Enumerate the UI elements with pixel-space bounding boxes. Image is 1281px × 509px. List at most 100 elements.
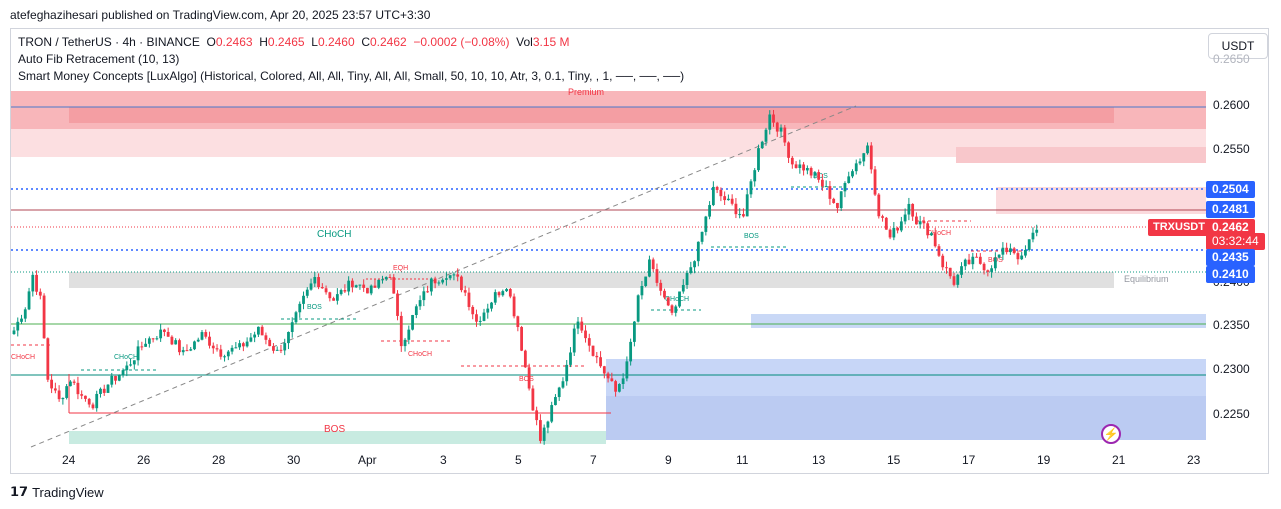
candle-body [490, 302, 493, 309]
candle-body [399, 315, 403, 347]
candle-body [335, 294, 339, 301]
y-tick-2550: 0.2550 [1213, 142, 1250, 156]
candle-body [896, 227, 899, 231]
candle-body [768, 114, 772, 130]
candle-body [23, 309, 27, 319]
y-tick-2650: 0.2650 [1213, 52, 1250, 66]
candle-body [839, 191, 843, 209]
symbol-tag: TRXUSDT [1148, 219, 1210, 236]
candle-body [580, 321, 584, 331]
candle-body [106, 384, 110, 393]
vol-value: 3.15 M [532, 35, 570, 49]
label-choch-2: CHoCH [408, 351, 432, 358]
label-choch-big: CHoCH [317, 229, 351, 240]
candle-body [362, 284, 366, 288]
candle-body [456, 274, 460, 277]
chart-canvas[interactable]: CHoCH CHoCH BOS CHoCH BOS CHoCH BOS BOS … [11, 29, 1270, 475]
candle-body [226, 351, 230, 357]
candle-body [1024, 249, 1027, 256]
candle-body [674, 306, 678, 313]
candle-body [414, 306, 418, 316]
candle-body [151, 338, 155, 340]
candle-body [629, 341, 633, 362]
candle-body [471, 306, 475, 315]
candle-body [685, 273, 689, 285]
x-tick-13: 13 [812, 453, 826, 467]
candle-body [584, 330, 587, 339]
currency-button[interactable]: USDT [1208, 33, 1268, 59]
candle-body [174, 340, 178, 345]
label-choch-3: CHoCH [665, 296, 689, 303]
candle-body [523, 350, 527, 368]
candle-body [663, 290, 666, 298]
chart-frame[interactable]: CHoCH CHoCH BOS CHoCH BOS CHoCH BOS BOS … [10, 28, 1269, 474]
candle-body [648, 259, 651, 277]
candle-body [320, 287, 324, 289]
candle-body [114, 375, 117, 381]
candle-body [407, 329, 411, 340]
candle-body [381, 279, 384, 281]
candle-body [926, 223, 930, 236]
candle-body [219, 349, 223, 357]
label-eqh: EQH [393, 265, 408, 272]
candle-body [821, 179, 824, 187]
x-tick-23: 23 [1187, 453, 1201, 467]
lightning-icon[interactable]: ⚡ [1101, 424, 1121, 444]
candle-body [290, 322, 294, 332]
candle-body [655, 269, 659, 283]
label-bos-4: BOS [813, 173, 828, 180]
symbol-title[interactable]: TRON / TetherUS · 4h · BINANCE [18, 35, 200, 49]
candle-body [140, 346, 144, 348]
candle-body [531, 388, 535, 411]
candle-body [640, 285, 644, 296]
candle-body [587, 338, 591, 346]
candle-body [535, 410, 539, 421]
candle-body [772, 114, 775, 123]
candle-body [257, 326, 260, 335]
published-line: atefeghazihesari published on TradingVie… [10, 8, 431, 22]
y-tick-2350: 0.2350 [1213, 318, 1250, 332]
candle-body [1031, 232, 1035, 240]
candle-body [452, 274, 456, 276]
close-value: 0.2462 [370, 35, 407, 49]
candle-body [595, 355, 599, 358]
x-tick-21: 21 [1112, 453, 1126, 467]
candle-body [557, 387, 561, 398]
candle-body [723, 196, 727, 201]
candle-body [275, 349, 279, 351]
x-tick-19: 19 [1037, 453, 1051, 467]
candle-body [764, 129, 768, 142]
candle-body [163, 329, 166, 332]
candle-body [986, 270, 990, 272]
footer-brand[interactable]: 𝟭𝟳 TradingView [10, 484, 104, 500]
candle-body [561, 381, 565, 388]
x-tick-24: 24 [62, 453, 76, 467]
candle-body [102, 388, 106, 393]
candle-body [700, 231, 704, 242]
candle-body [42, 295, 46, 339]
candle-body [294, 312, 298, 323]
discount-zone [69, 431, 606, 444]
x-tick-30: 30 [287, 453, 301, 467]
candle-body [309, 283, 313, 290]
demand-zone-upper [751, 314, 1206, 328]
candle-body [602, 366, 606, 374]
candle-body [884, 217, 888, 230]
candle-body [565, 364, 569, 382]
candle-body [843, 183, 847, 192]
candle-body [87, 398, 91, 405]
legend-indicator-smc[interactable]: Smart Money Concepts [LuxAlgo] (Historic… [18, 69, 685, 83]
candle-body [279, 349, 283, 351]
candle-body [230, 347, 234, 352]
candle-body [411, 315, 414, 330]
candle-body [978, 256, 982, 264]
candle-body [211, 345, 215, 349]
candle-body [441, 279, 445, 283]
candle-body [448, 275, 452, 279]
candle-body [742, 214, 745, 217]
legend-indicator-fib[interactable]: Auto Fib Retracement (10, 13) [18, 52, 180, 66]
candle-body [956, 274, 960, 285]
label-bos-big: BOS [324, 424, 345, 435]
candle-body [91, 404, 95, 409]
candle-body [858, 161, 862, 164]
